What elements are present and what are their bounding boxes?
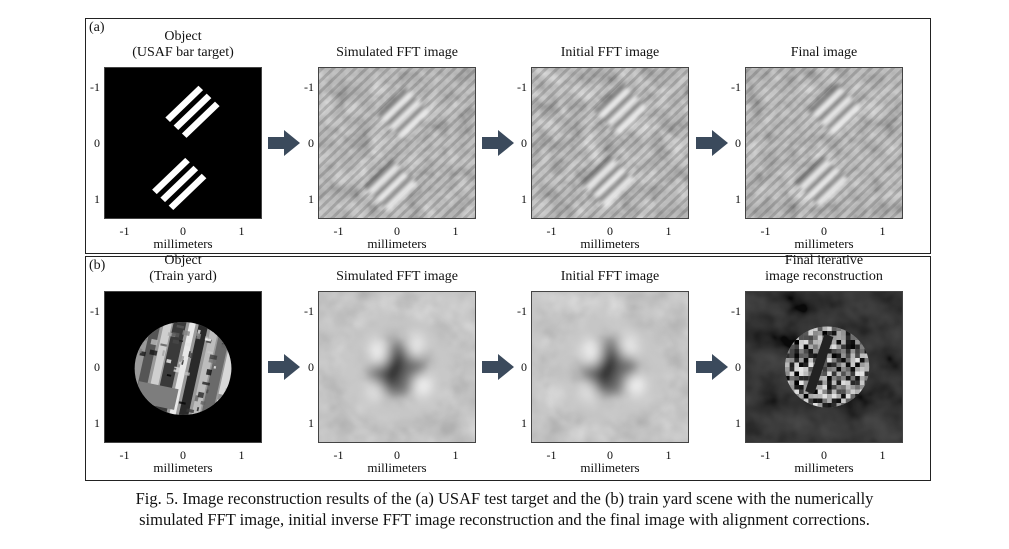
figure-caption: Fig. 5. Image reconstruction results of … <box>0 488 1009 530</box>
train-initial-image <box>532 292 688 442</box>
x-tick-label: -1 <box>546 224 557 238</box>
image-plot-usaf-simulated <box>318 67 476 219</box>
y-tick-label: 1 <box>521 416 527 431</box>
image-plot-train-simulated <box>318 291 476 443</box>
x-tick-label: 1 <box>452 224 459 238</box>
usaf-bar <box>181 101 220 138</box>
x-axis-label: millimeters <box>367 460 427 475</box>
caption-line-1: Fig. 5. Image reconstruction results of … <box>135 489 874 508</box>
usaf-simulated-image <box>319 68 475 218</box>
usaf-bar <box>165 85 204 122</box>
x-tick-label: 0 <box>394 224 400 238</box>
x-tick-label: -1 <box>119 224 130 238</box>
y-tick-label: -1 <box>517 79 527 94</box>
x-axis-label: millimeters <box>580 236 640 251</box>
usaf-bar <box>160 165 199 203</box>
image-plot-usaf-final <box>745 67 903 219</box>
x-tick-label: 0 <box>607 224 613 238</box>
image-plot-usaf-object <box>104 67 262 219</box>
column-title: Object (USAF bar target) <box>132 29 234 60</box>
usaf-bar <box>152 157 190 195</box>
figure-panel-a <box>85 18 931 254</box>
column-title: Initial FFT image <box>560 45 660 60</box>
usaf-initial-image <box>532 68 688 218</box>
panel-label: (b) <box>89 258 106 273</box>
column-title: Simulated FFT image <box>336 269 458 284</box>
y-tick-label: 0 <box>94 136 100 150</box>
x-tick-label: 0 <box>394 448 400 462</box>
y-tick-label: 0 <box>521 136 527 150</box>
y-tick-label: 0 <box>308 136 314 150</box>
y-tick-label: 0 <box>308 360 314 374</box>
x-axis-label: millimeters <box>367 236 427 251</box>
y-tick-label: 1 <box>735 416 741 431</box>
column-title: Simulated FFT image <box>336 45 458 60</box>
y-tick-label: -1 <box>90 303 100 318</box>
arrow-right-icon <box>268 354 300 380</box>
arrow-right-icon <box>696 354 728 380</box>
x-axis-label: millimeters <box>580 460 640 475</box>
usaf-final-image <box>746 68 902 218</box>
y-tick-label: -1 <box>517 303 527 318</box>
x-tick-label: -1 <box>119 448 130 462</box>
x-tick-label: -1 <box>760 224 771 238</box>
y-tick-label: -1 <box>90 79 100 94</box>
figure-panel-b <box>85 256 931 481</box>
x-tick-label: 0 <box>180 448 186 462</box>
y-tick-label: -1 <box>304 303 314 318</box>
train-object-image <box>105 292 261 442</box>
arrow-right-icon <box>482 130 514 156</box>
x-axis-label: millimeters <box>794 236 854 251</box>
x-tick-label: 0 <box>607 448 613 462</box>
train-simulated-image <box>319 292 475 442</box>
usaf-bar <box>173 93 212 130</box>
panel-label: (a) <box>89 20 105 35</box>
arrow-right-icon <box>268 130 300 156</box>
y-tick-label: 1 <box>521 192 527 207</box>
x-tick-label: 1 <box>238 448 245 462</box>
y-tick-label: 1 <box>308 416 314 431</box>
image-plot-usaf-initial <box>531 67 689 219</box>
image-plot-train-object <box>104 291 262 443</box>
y-tick-label: 0 <box>735 360 741 374</box>
x-tick-label: -1 <box>546 448 557 462</box>
column-title: Object (Train yard) <box>149 253 217 284</box>
x-tick-label: 1 <box>238 224 245 238</box>
x-tick-label: 0 <box>180 224 186 238</box>
x-tick-label: 1 <box>665 448 672 462</box>
y-tick-label: -1 <box>731 303 741 318</box>
usaf-bar <box>168 173 207 211</box>
y-tick-label: 1 <box>735 192 741 207</box>
y-tick-label: -1 <box>304 79 314 94</box>
x-tick-label: 0 <box>821 224 827 238</box>
x-tick-label: -1 <box>760 448 771 462</box>
x-axis-label: millimeters <box>153 236 213 251</box>
train-final-image <box>746 292 902 442</box>
arrow-right-icon <box>696 130 728 156</box>
y-tick-label: 0 <box>94 360 100 374</box>
caption-line-2: simulated FFT image, initial inverse FFT… <box>139 510 870 529</box>
y-tick-label: 0 <box>735 136 741 150</box>
arrow-right-icon <box>482 354 514 380</box>
y-tick-label: 1 <box>94 192 100 207</box>
x-tick-label: 1 <box>665 224 672 238</box>
x-tick-label: 0 <box>821 448 827 462</box>
column-title: Initial FFT image <box>560 269 660 284</box>
y-tick-label: 1 <box>94 416 100 431</box>
x-axis-label: millimeters <box>794 460 854 475</box>
image-plot-train-final <box>745 291 903 443</box>
column-title: Final iterative image reconstruction <box>765 253 883 284</box>
y-tick-label: -1 <box>731 79 741 94</box>
x-tick-label: 1 <box>879 224 886 238</box>
x-tick-label: 1 <box>879 448 886 462</box>
x-axis-label: millimeters <box>153 460 213 475</box>
image-plot-train-initial <box>531 291 689 443</box>
column-title: Final image <box>790 45 858 60</box>
y-tick-label: 0 <box>521 360 527 374</box>
usaf-object-image <box>105 68 261 218</box>
x-tick-label: -1 <box>333 448 344 462</box>
x-tick-label: -1 <box>333 224 344 238</box>
x-tick-label: 1 <box>452 448 459 462</box>
y-tick-label: 1 <box>308 192 314 207</box>
